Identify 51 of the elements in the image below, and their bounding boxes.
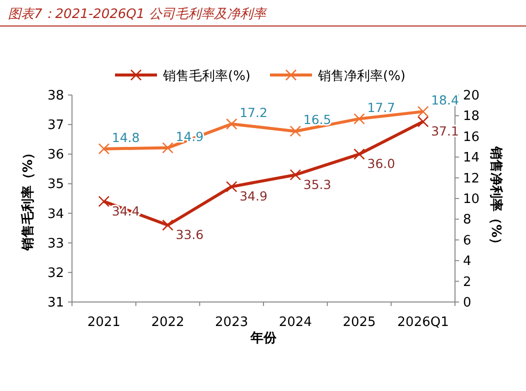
y2-axis-title: 销售净利率（%） — [488, 145, 504, 251]
y-tick-label: 38 — [47, 88, 64, 104]
data-label: 17.2 — [240, 104, 268, 120]
point — [354, 148, 365, 160]
y2-tick-label: 20 — [463, 88, 480, 104]
y2-tick-label: 8 — [463, 212, 472, 228]
point — [226, 118, 238, 130]
x-axis-title: 年份 — [250, 331, 278, 346]
y-tick-label: 33 — [47, 236, 64, 252]
data-label: 14.8 — [112, 130, 140, 145]
x-tick-label: 2024 — [278, 315, 312, 330]
data-label: 16.5 — [303, 112, 332, 128]
x-tick-label: 2025 — [342, 315, 376, 330]
y2-tick-label: 4 — [463, 254, 472, 270]
y2-tick-label: 2 — [463, 274, 472, 290]
data-label: 35.3 — [303, 176, 332, 192]
point — [290, 169, 302, 180]
point — [98, 143, 110, 154]
y-tick-label: 31 — [47, 296, 64, 310]
point — [162, 219, 174, 231]
data-label: 33.6 — [176, 227, 204, 242]
y2-tick-label: 10 — [463, 192, 480, 207]
y-tick-label: 37 — [47, 118, 64, 134]
x-tick-label: 2026Q1 — [397, 315, 449, 330]
y2-tick-label: 12 — [463, 171, 480, 186]
y-tick-label: 36 — [47, 148, 64, 163]
data-label: 34.9 — [240, 188, 268, 204]
y2-tick-label: 18 — [463, 109, 480, 124]
x-tick-label: 2022 — [151, 315, 184, 330]
y2-tick-label: 6 — [463, 233, 472, 248]
point — [354, 113, 365, 124]
x-tick-label: 2023 — [215, 315, 248, 330]
y2-tick-label: 14 — [463, 150, 480, 166]
point — [417, 106, 429, 118]
data-label: 36.0 — [367, 156, 396, 172]
legend-label: 销售净利率(%) — [317, 68, 406, 84]
point — [290, 126, 302, 137]
y2-tick-label: 16 — [463, 130, 480, 145]
y-tick-label: 32 — [47, 266, 64, 281]
point — [162, 142, 174, 154]
point — [226, 181, 238, 192]
y-tick-label: 35 — [47, 177, 64, 192]
y-tick-label: 34 — [47, 206, 64, 222]
y2-tick-label: 0 — [463, 296, 472, 310]
point — [98, 196, 110, 208]
legend-label: 销售毛利率(%) — [162, 68, 250, 84]
chart-title: 图表7：2021-2026Q1 公司毛利率及净利率 — [8, 6, 268, 22]
point — [417, 116, 429, 128]
y-axis-title: 销售毛利率（%） — [20, 146, 36, 252]
data-label: 17.7 — [367, 100, 396, 115]
x-tick-label: 2021 — [87, 315, 120, 330]
